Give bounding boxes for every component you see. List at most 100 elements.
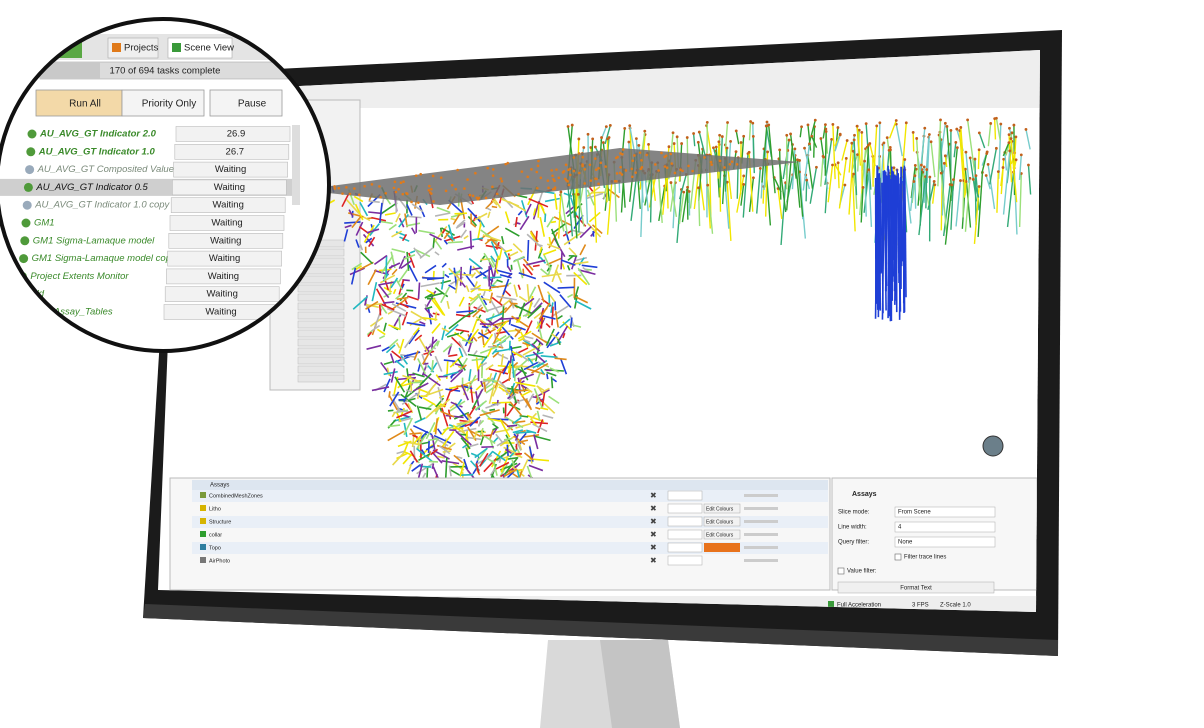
drillhole bbox=[425, 380, 439, 396]
tab-label: Scene View bbox=[184, 43, 234, 54]
task-name: AU_AVG_GT Indicator 2.0 bbox=[39, 129, 157, 140]
layer-icon bbox=[200, 531, 206, 537]
value-filter-label: Value filter: bbox=[847, 569, 877, 575]
drillhole bbox=[977, 172, 984, 238]
button[interactable] bbox=[209, 89, 283, 117]
collar-dot bbox=[831, 123, 835, 126]
drillhole bbox=[489, 408, 496, 412]
drillhole bbox=[550, 220, 557, 224]
collar-dot bbox=[671, 131, 675, 135]
remove-icon[interactable]: ✖ bbox=[650, 504, 657, 513]
drillhole bbox=[464, 420, 479, 428]
topo-dot bbox=[429, 192, 433, 195]
drillhole bbox=[514, 389, 530, 392]
topo-dot bbox=[660, 151, 663, 155]
button[interactable] bbox=[121, 89, 205, 117]
drillhole bbox=[459, 460, 466, 477]
drillhole bbox=[780, 182, 787, 246]
opacity-slider bbox=[744, 507, 778, 510]
drillhole bbox=[443, 359, 456, 363]
field-box[interactable] bbox=[894, 536, 996, 548]
drillhole bbox=[670, 182, 678, 217]
field-box[interactable] bbox=[894, 521, 996, 533]
remove-icon[interactable]: ✖ bbox=[650, 530, 657, 539]
drillhole bbox=[403, 254, 416, 260]
drillhole bbox=[807, 124, 812, 151]
collar-dot bbox=[1009, 137, 1013, 141]
drillhole bbox=[485, 387, 494, 394]
checkbox[interactable] bbox=[837, 567, 845, 575]
remove-icon[interactable]: ✖ bbox=[650, 517, 657, 526]
drillhole bbox=[396, 452, 409, 460]
drillhole bbox=[355, 221, 364, 236]
drillhole bbox=[587, 222, 602, 238]
drillhole bbox=[811, 135, 818, 148]
drillhole bbox=[343, 229, 349, 242]
layer-name: collar bbox=[209, 532, 222, 538]
drillhole bbox=[887, 175, 891, 319]
remove-icon[interactable]: ✖ bbox=[650, 491, 657, 500]
remove-icon[interactable]: ✖ bbox=[650, 556, 657, 565]
topo-dot bbox=[624, 169, 628, 172]
drillhole bbox=[455, 430, 472, 446]
task-name: AU_AVG_GT Composited Values bbox=[37, 164, 179, 175]
drillhole bbox=[472, 266, 483, 277]
drillhole bbox=[458, 296, 465, 307]
collar-dot bbox=[963, 167, 967, 171]
collar-dot bbox=[751, 135, 755, 138]
drillhole bbox=[460, 437, 471, 450]
drillhole bbox=[778, 149, 782, 200]
collar-dot bbox=[822, 155, 826, 159]
collar-dot bbox=[836, 126, 840, 129]
drillhole bbox=[530, 418, 537, 426]
collar-dot bbox=[824, 127, 828, 131]
drillhole bbox=[495, 255, 500, 269]
drillhole bbox=[520, 390, 532, 397]
checkbox-label: Filter trace lines bbox=[904, 555, 946, 561]
drillhole bbox=[568, 247, 577, 256]
drillhole bbox=[444, 273, 450, 279]
drillhole bbox=[512, 243, 523, 253]
drillhole bbox=[472, 306, 484, 318]
checkbox[interactable] bbox=[894, 553, 902, 561]
drillhole bbox=[807, 155, 814, 189]
drillhole bbox=[822, 124, 827, 139]
drillhole bbox=[768, 124, 776, 194]
drillhole bbox=[464, 309, 477, 318]
remove-icon[interactable]: ✖ bbox=[650, 543, 657, 552]
field-box[interactable] bbox=[894, 506, 996, 518]
drillhole bbox=[546, 216, 555, 228]
drillhole bbox=[393, 415, 411, 422]
drillhole bbox=[511, 459, 515, 467]
drillhole bbox=[579, 226, 592, 239]
drillhole bbox=[946, 126, 953, 192]
task-status-box bbox=[169, 215, 285, 231]
collar-dot bbox=[843, 183, 847, 187]
dropdown bbox=[667, 542, 703, 553]
drillhole bbox=[487, 211, 491, 219]
collar-dot bbox=[608, 123, 612, 127]
format-button[interactable] bbox=[837, 581, 995, 594]
drillhole bbox=[413, 247, 422, 258]
task-status: Waiting bbox=[208, 271, 239, 282]
drillhole bbox=[450, 213, 464, 218]
drillhole bbox=[409, 380, 413, 392]
collar-dot bbox=[971, 177, 975, 181]
drillhole bbox=[495, 269, 513, 276]
drillhole bbox=[834, 134, 841, 152]
collar-dot bbox=[669, 181, 673, 184]
status-zscale: Z-Scale 1.0 bbox=[940, 603, 971, 609]
topo-dot bbox=[681, 169, 684, 173]
collar-dot bbox=[913, 174, 917, 178]
tab[interactable] bbox=[167, 37, 233, 59]
edit-colours-button[interactable] bbox=[703, 516, 741, 527]
collar-dot bbox=[685, 136, 689, 139]
edit-colours-button[interactable] bbox=[703, 529, 741, 540]
collar-dot bbox=[718, 133, 722, 137]
collar-dot bbox=[996, 170, 1000, 174]
edit-colours-button[interactable] bbox=[703, 503, 741, 514]
drillhole bbox=[400, 260, 412, 270]
drillhole bbox=[433, 434, 452, 445]
drillhole bbox=[972, 179, 980, 198]
drillhole bbox=[504, 211, 511, 224]
